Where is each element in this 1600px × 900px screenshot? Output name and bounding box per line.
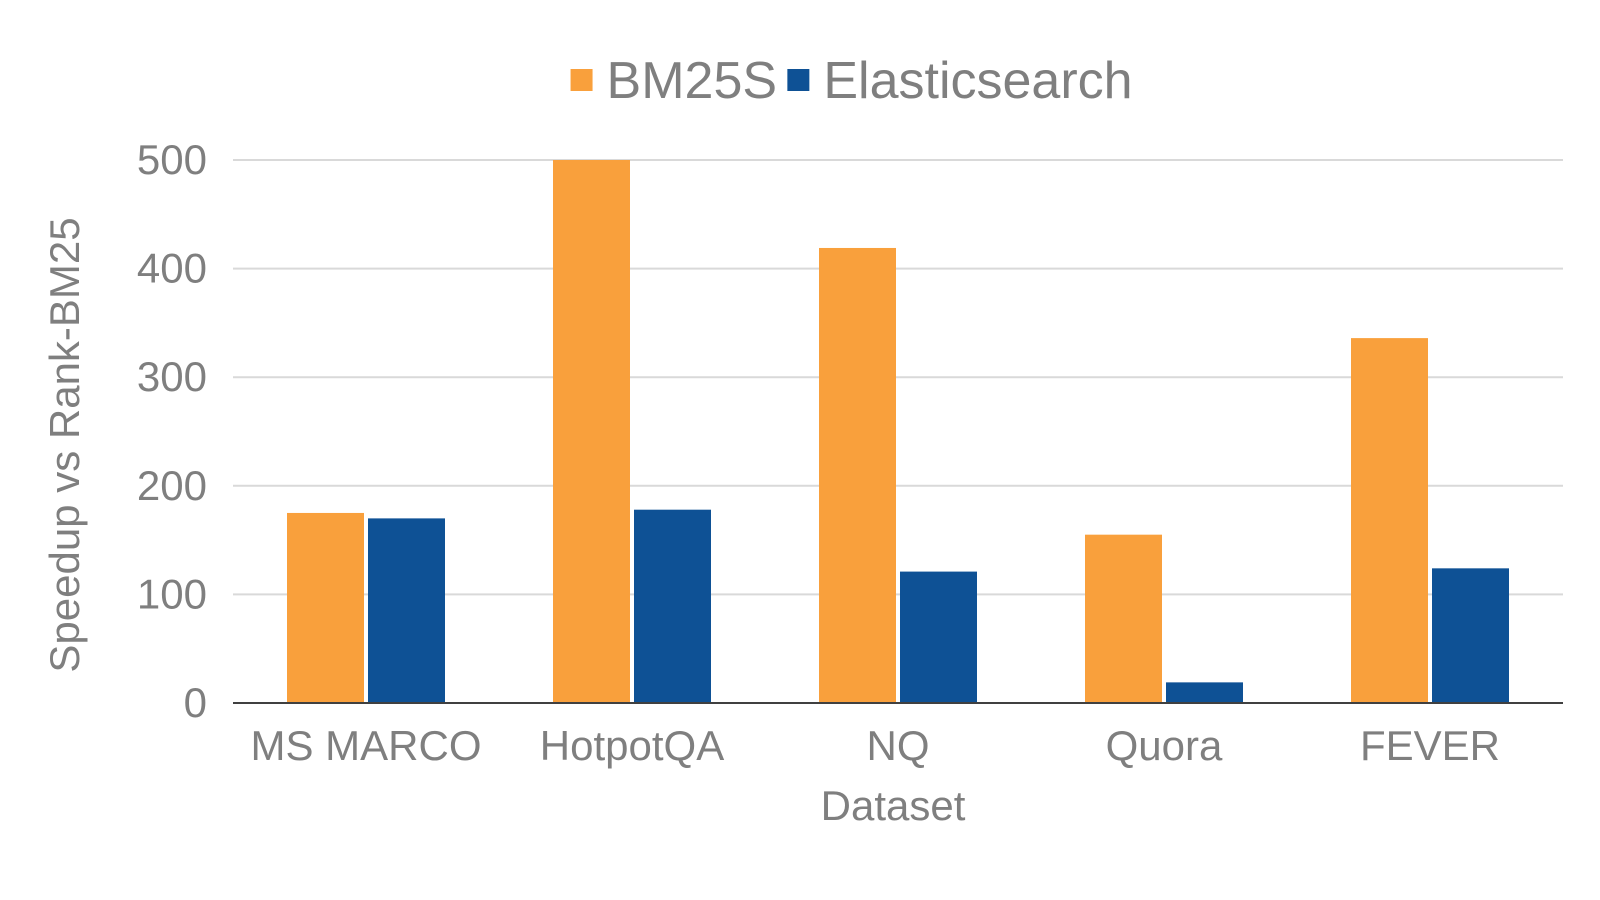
y-axis-title: Speedup vs Rank-BM25 xyxy=(41,217,88,672)
y-tick-label: 0 xyxy=(184,679,207,726)
legend-swatch xyxy=(570,69,593,91)
x-tick-label: FEVER xyxy=(1360,722,1500,769)
bar-bm25s-hotpotqa xyxy=(553,160,630,703)
legend-label: Elasticsearch xyxy=(823,52,1132,110)
bar-bm25s-ms-marco xyxy=(287,512,364,703)
bar-bm25s-quora xyxy=(1085,534,1162,703)
legend: BM25S Elasticsearch xyxy=(570,52,1133,110)
bar-elasticsearch-quora xyxy=(1166,682,1243,703)
legend-label: BM25S xyxy=(607,52,778,110)
x-tick-label: NQ xyxy=(867,722,930,769)
y-tick-label: 100 xyxy=(137,570,207,617)
bar-bm25s-fever xyxy=(1351,338,1428,703)
axes: 0 100 200 300 400 500 MS MARCO HotpotQA NQ Quora F… xyxy=(137,136,1563,769)
x-tick-label: Quora xyxy=(1106,722,1223,769)
y-tick-label: 400 xyxy=(137,245,207,292)
legend-swatch xyxy=(787,69,810,91)
y-tick-label: 500 xyxy=(137,136,207,183)
bar-elasticsearch-ms-marco xyxy=(368,518,445,703)
gridlines xyxy=(233,159,1563,596)
bars xyxy=(287,160,1509,703)
x-axis-title: Dataset xyxy=(821,782,966,829)
bar-elasticsearch-nq xyxy=(900,571,977,703)
bar-elasticsearch-hotpotqa xyxy=(634,509,711,703)
y-tick-label: 200 xyxy=(137,462,207,509)
bar-elasticsearch-fever xyxy=(1432,568,1509,703)
bar-bm25s-nq xyxy=(819,247,896,703)
x-tick-label: MS MARCO xyxy=(251,722,482,769)
y-tick-label: 300 xyxy=(137,353,207,400)
x-tick-label: HotpotQA xyxy=(540,722,724,769)
